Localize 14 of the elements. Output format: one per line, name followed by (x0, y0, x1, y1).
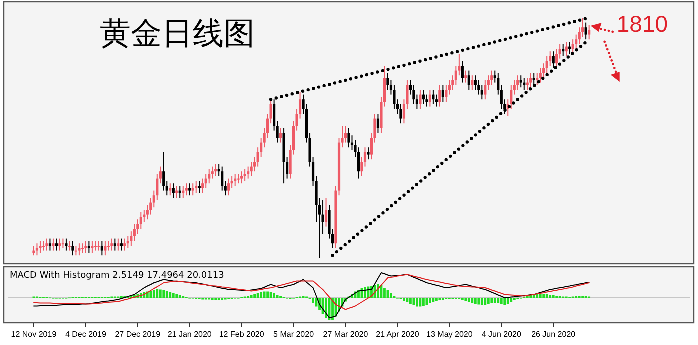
text: 1810 (616, 11, 668, 37)
x-tick-label: 13 May 2020 (426, 330, 474, 339)
x-tick-label: 4 Dec 2019 (65, 330, 107, 339)
x-tick-label: 12 Feb 2020 (219, 330, 265, 339)
x-tick-label: 21 Jan 2020 (168, 330, 212, 339)
x-tick-label: 21 Apr 2020 (376, 330, 420, 339)
x-tick-label: 27 Dec 2019 (115, 330, 162, 339)
chart-title: MACD With Histogram 2.5149 17.4964 20.0113 (10, 271, 224, 281)
chart-title: 黄金日线图 (100, 16, 255, 52)
x-tick-label: 27 Mar 2020 (323, 330, 369, 339)
x-tick-label: 12 Nov 2019 (11, 330, 58, 339)
x-tick-label: 5 Mar 2020 (274, 330, 315, 339)
x-tick-label: 4 Jun 2020 (482, 330, 522, 339)
x-tick-label: 26 Jun 2020 (532, 330, 576, 339)
